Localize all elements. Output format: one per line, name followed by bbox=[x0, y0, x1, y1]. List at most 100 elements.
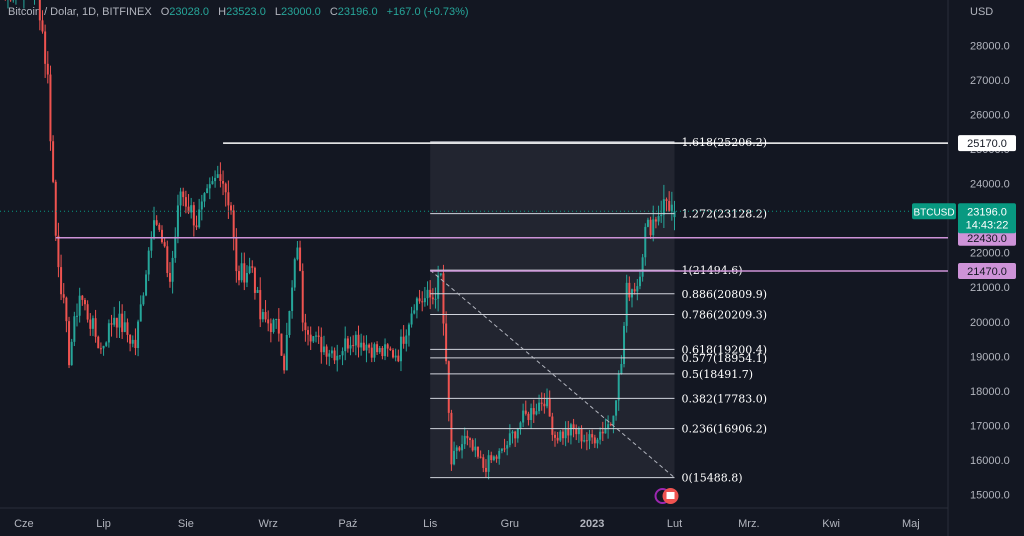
candle-body bbox=[158, 224, 161, 230]
candle-body bbox=[285, 334, 288, 371]
symbol-tag-label: BTCUSD bbox=[913, 207, 954, 218]
candle-body bbox=[328, 353, 331, 357]
candle-body bbox=[532, 408, 535, 415]
candle-body bbox=[495, 456, 498, 459]
candle-body bbox=[423, 298, 426, 303]
candle-body bbox=[245, 273, 248, 283]
candle-body bbox=[296, 247, 299, 260]
bar-countdown-label: 14:43:22 bbox=[966, 219, 1009, 231]
level-price-badge bbox=[958, 262, 1016, 279]
y-tick-label: 20000.0 bbox=[970, 317, 1010, 329]
candle-body bbox=[421, 301, 424, 303]
currency-label: USD bbox=[970, 6, 994, 18]
candle-body bbox=[330, 350, 333, 354]
candle-body bbox=[617, 373, 620, 401]
candle-body bbox=[476, 446, 479, 457]
symbol-title: Bitcoin / Dolar, 1D, BITFINEX bbox=[8, 6, 152, 18]
x-tick-label: Sie bbox=[178, 518, 194, 530]
candle-body bbox=[556, 437, 559, 441]
x-tick-label: Kwi bbox=[822, 518, 840, 530]
candle-body bbox=[368, 344, 371, 348]
symbol-tag-badge bbox=[912, 203, 956, 220]
candle-body bbox=[182, 191, 185, 198]
candle-body bbox=[198, 209, 201, 228]
candle-body bbox=[370, 347, 373, 358]
candle-body bbox=[376, 344, 379, 353]
x-tick-label: Cze bbox=[14, 518, 34, 530]
flag-icon-stripes bbox=[666, 492, 675, 499]
candle-body bbox=[410, 313, 413, 325]
candle-body bbox=[437, 275, 440, 299]
candle-body bbox=[304, 322, 307, 331]
candle-body bbox=[115, 317, 118, 328]
candle-body bbox=[445, 323, 448, 362]
candle-body bbox=[628, 282, 631, 298]
candle-body bbox=[670, 204, 673, 211]
fib-level-label: 0.886(20809.9) bbox=[681, 288, 767, 301]
candle-body bbox=[644, 226, 647, 258]
candle-body bbox=[538, 402, 541, 412]
candle-body bbox=[349, 345, 352, 349]
candle-body bbox=[442, 273, 445, 324]
candle-body bbox=[405, 335, 408, 344]
candle-body bbox=[641, 257, 644, 277]
candle-body bbox=[604, 428, 607, 434]
candle-body bbox=[567, 428, 570, 436]
candle-body bbox=[46, 63, 49, 75]
candle-body bbox=[174, 236, 177, 258]
candle-body bbox=[551, 416, 554, 435]
candle-body bbox=[469, 438, 472, 441]
candle-body bbox=[546, 398, 549, 407]
candle-body bbox=[184, 197, 187, 207]
candle-body bbox=[386, 344, 389, 349]
candle-body bbox=[601, 431, 604, 434]
candle-body bbox=[352, 345, 355, 347]
y-tick-label: 21000.0 bbox=[970, 282, 1010, 294]
candle-body bbox=[206, 188, 209, 194]
candle-body bbox=[553, 434, 556, 438]
candle-body bbox=[559, 431, 562, 441]
candle-body bbox=[52, 141, 55, 182]
candle-body bbox=[402, 336, 405, 344]
y-tick-label: 19000.0 bbox=[970, 351, 1010, 363]
candle-body bbox=[224, 183, 227, 193]
candle-body bbox=[150, 238, 153, 251]
fib-level-label: 0.577(18954.1) bbox=[681, 352, 767, 365]
candle-body bbox=[121, 313, 124, 332]
candle-body bbox=[418, 298, 421, 302]
candle-body bbox=[498, 450, 501, 459]
candle-body bbox=[163, 242, 166, 247]
candle-body bbox=[214, 177, 217, 182]
candle-body bbox=[211, 181, 214, 185]
candle-body bbox=[277, 318, 280, 334]
candle-body bbox=[649, 219, 652, 236]
candle-body bbox=[155, 220, 158, 225]
level-price-label: 21470.0 bbox=[967, 266, 1007, 278]
candle-body bbox=[160, 229, 163, 243]
level-price-label: 25170.0 bbox=[967, 138, 1007, 150]
x-tick-label: Maj bbox=[902, 518, 920, 530]
candle-body bbox=[434, 298, 437, 300]
candle-body bbox=[665, 199, 668, 201]
fib-level-label: 1.618(25206.2) bbox=[681, 136, 767, 149]
candle-body bbox=[336, 355, 339, 361]
candle-body bbox=[237, 271, 240, 281]
candle-body bbox=[107, 323, 110, 343]
candle-body bbox=[102, 345, 105, 349]
candle-body bbox=[365, 344, 368, 351]
x-tick-label: Lis bbox=[423, 518, 438, 530]
candle-body bbox=[253, 267, 256, 293]
candle-body bbox=[264, 312, 267, 320]
candle-body bbox=[145, 274, 148, 296]
candle-body bbox=[179, 191, 182, 206]
candle-body bbox=[301, 270, 304, 323]
candle-body bbox=[535, 411, 538, 415]
candle-body bbox=[461, 444, 464, 451]
candle-body bbox=[126, 322, 129, 335]
candle-body bbox=[397, 355, 400, 362]
candle-body bbox=[41, 20, 44, 32]
candle-body bbox=[524, 410, 527, 414]
candle-body bbox=[487, 455, 490, 472]
candle-body bbox=[591, 434, 594, 438]
